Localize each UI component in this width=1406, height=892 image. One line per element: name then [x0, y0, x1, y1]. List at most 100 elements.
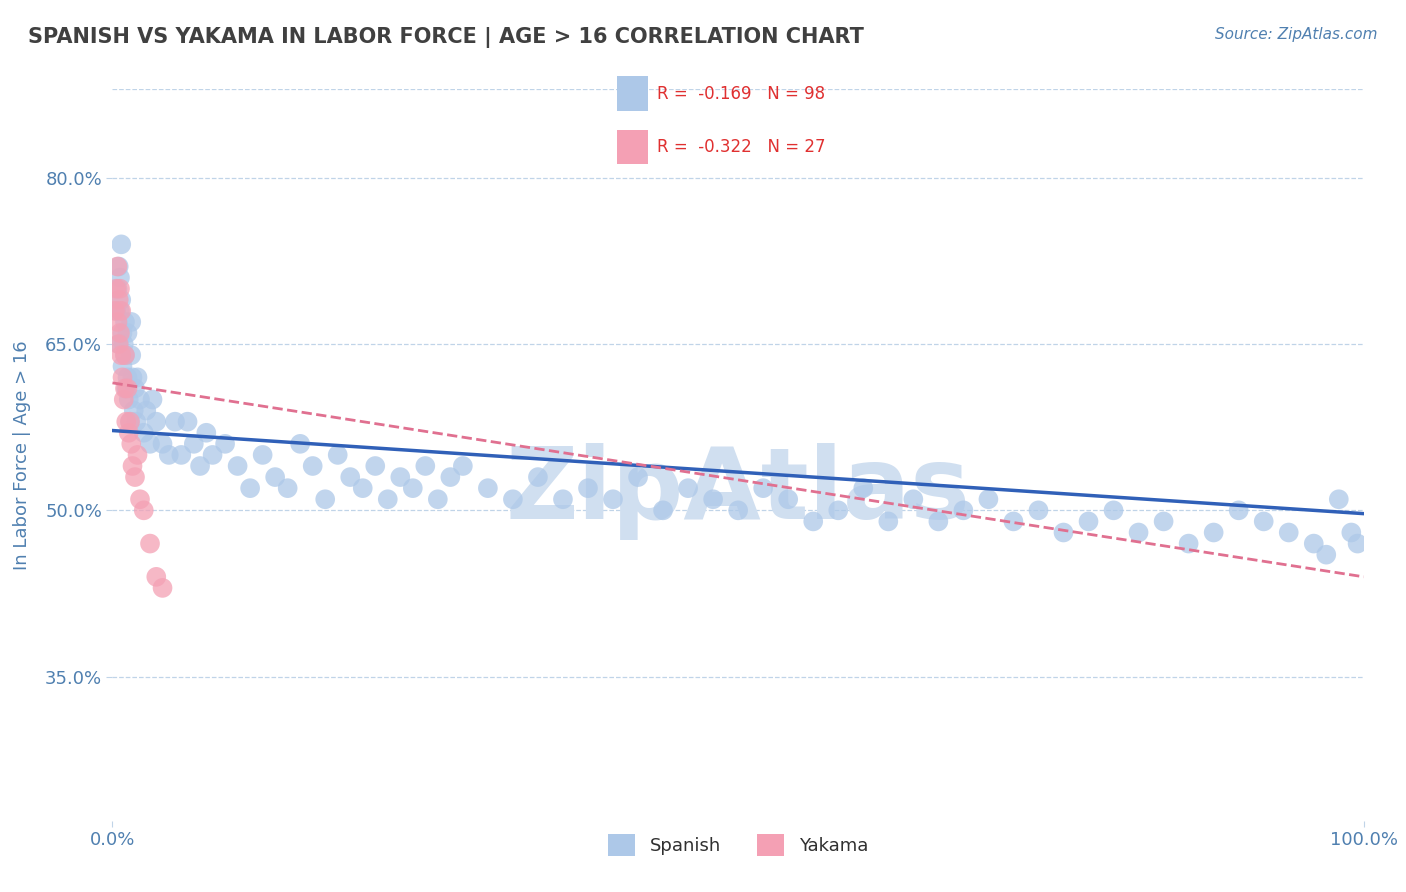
Y-axis label: In Labor Force | Age > 16: In Labor Force | Age > 16	[13, 340, 31, 570]
Point	[426, 492, 449, 507]
Point	[977, 492, 1000, 507]
Point	[110, 303, 132, 318]
Point	[118, 425, 141, 440]
Point	[108, 326, 131, 340]
Point	[1177, 536, 1199, 550]
Text: Source: ZipAtlas.com: Source: ZipAtlas.com	[1215, 27, 1378, 42]
Point	[127, 448, 149, 462]
Point	[702, 492, 724, 507]
Point	[112, 337, 135, 351]
Point	[132, 503, 155, 517]
Point	[111, 370, 134, 384]
Point	[252, 448, 274, 462]
Point	[377, 492, 399, 507]
Point	[239, 481, 262, 495]
Point	[105, 303, 128, 318]
Point	[152, 437, 174, 451]
Point	[1153, 515, 1175, 529]
Point	[120, 437, 142, 451]
Point	[129, 492, 152, 507]
Point	[188, 458, 211, 473]
Point	[627, 470, 650, 484]
Point	[117, 381, 139, 395]
Point	[652, 503, 675, 517]
Point	[214, 437, 236, 451]
Point	[576, 481, 599, 495]
Point	[107, 315, 129, 329]
Point	[352, 481, 374, 495]
Point	[125, 415, 148, 429]
Point	[301, 458, 323, 473]
Point	[852, 481, 875, 495]
Point	[157, 448, 180, 462]
Point	[176, 415, 198, 429]
Point	[290, 437, 312, 451]
Point	[364, 458, 387, 473]
Point	[1202, 525, 1225, 540]
Point	[903, 492, 925, 507]
Point	[326, 448, 349, 462]
Point	[114, 381, 136, 395]
Point	[112, 392, 135, 407]
Point	[1327, 492, 1350, 507]
Point	[801, 515, 824, 529]
Point	[139, 536, 162, 550]
Point	[877, 515, 900, 529]
Point	[121, 370, 143, 384]
Point	[1002, 515, 1025, 529]
Point	[439, 470, 461, 484]
Point	[413, 458, 436, 473]
Point	[152, 581, 174, 595]
Point	[1347, 536, 1369, 550]
Point	[107, 293, 129, 307]
Point	[927, 515, 949, 529]
Point	[602, 492, 624, 507]
Point	[115, 415, 138, 429]
Point	[110, 348, 132, 362]
Point	[108, 282, 131, 296]
Point	[135, 403, 157, 417]
Point	[676, 481, 699, 495]
Point	[114, 315, 136, 329]
Point	[170, 448, 193, 462]
Point	[551, 492, 574, 507]
Point	[107, 282, 129, 296]
Point	[107, 337, 129, 351]
Point	[124, 470, 146, 484]
Legend: Spanish, Yakama: Spanish, Yakama	[600, 826, 876, 863]
Point	[110, 293, 132, 307]
Point	[120, 315, 142, 329]
Point	[122, 403, 145, 417]
Point	[183, 437, 205, 451]
Bar	[617, 129, 648, 164]
Point	[127, 370, 149, 384]
Point	[163, 415, 186, 429]
Point	[1128, 525, 1150, 540]
Point	[141, 392, 163, 407]
Point	[117, 370, 139, 384]
Point	[527, 470, 550, 484]
Point	[339, 470, 361, 484]
Point	[778, 492, 800, 507]
Text: R =  -0.169   N = 98: R = -0.169 N = 98	[657, 85, 825, 103]
Point	[952, 503, 974, 517]
Point	[1227, 503, 1250, 517]
Point	[107, 260, 129, 274]
Point	[1253, 515, 1275, 529]
Point	[124, 381, 146, 395]
Text: SPANISH VS YAKAMA IN LABOR FORCE | AGE > 16 CORRELATION CHART: SPANISH VS YAKAMA IN LABOR FORCE | AGE >…	[28, 27, 865, 48]
Point	[115, 381, 138, 395]
Point	[145, 570, 167, 584]
Point	[1028, 503, 1050, 517]
Point	[1102, 503, 1125, 517]
Bar	[617, 77, 648, 112]
Point	[314, 492, 336, 507]
Point	[110, 237, 132, 252]
Point	[111, 326, 134, 340]
Point	[477, 481, 499, 495]
Point	[118, 392, 141, 407]
Point	[108, 303, 131, 318]
Point	[195, 425, 218, 440]
Point	[108, 270, 131, 285]
Point	[111, 359, 134, 374]
